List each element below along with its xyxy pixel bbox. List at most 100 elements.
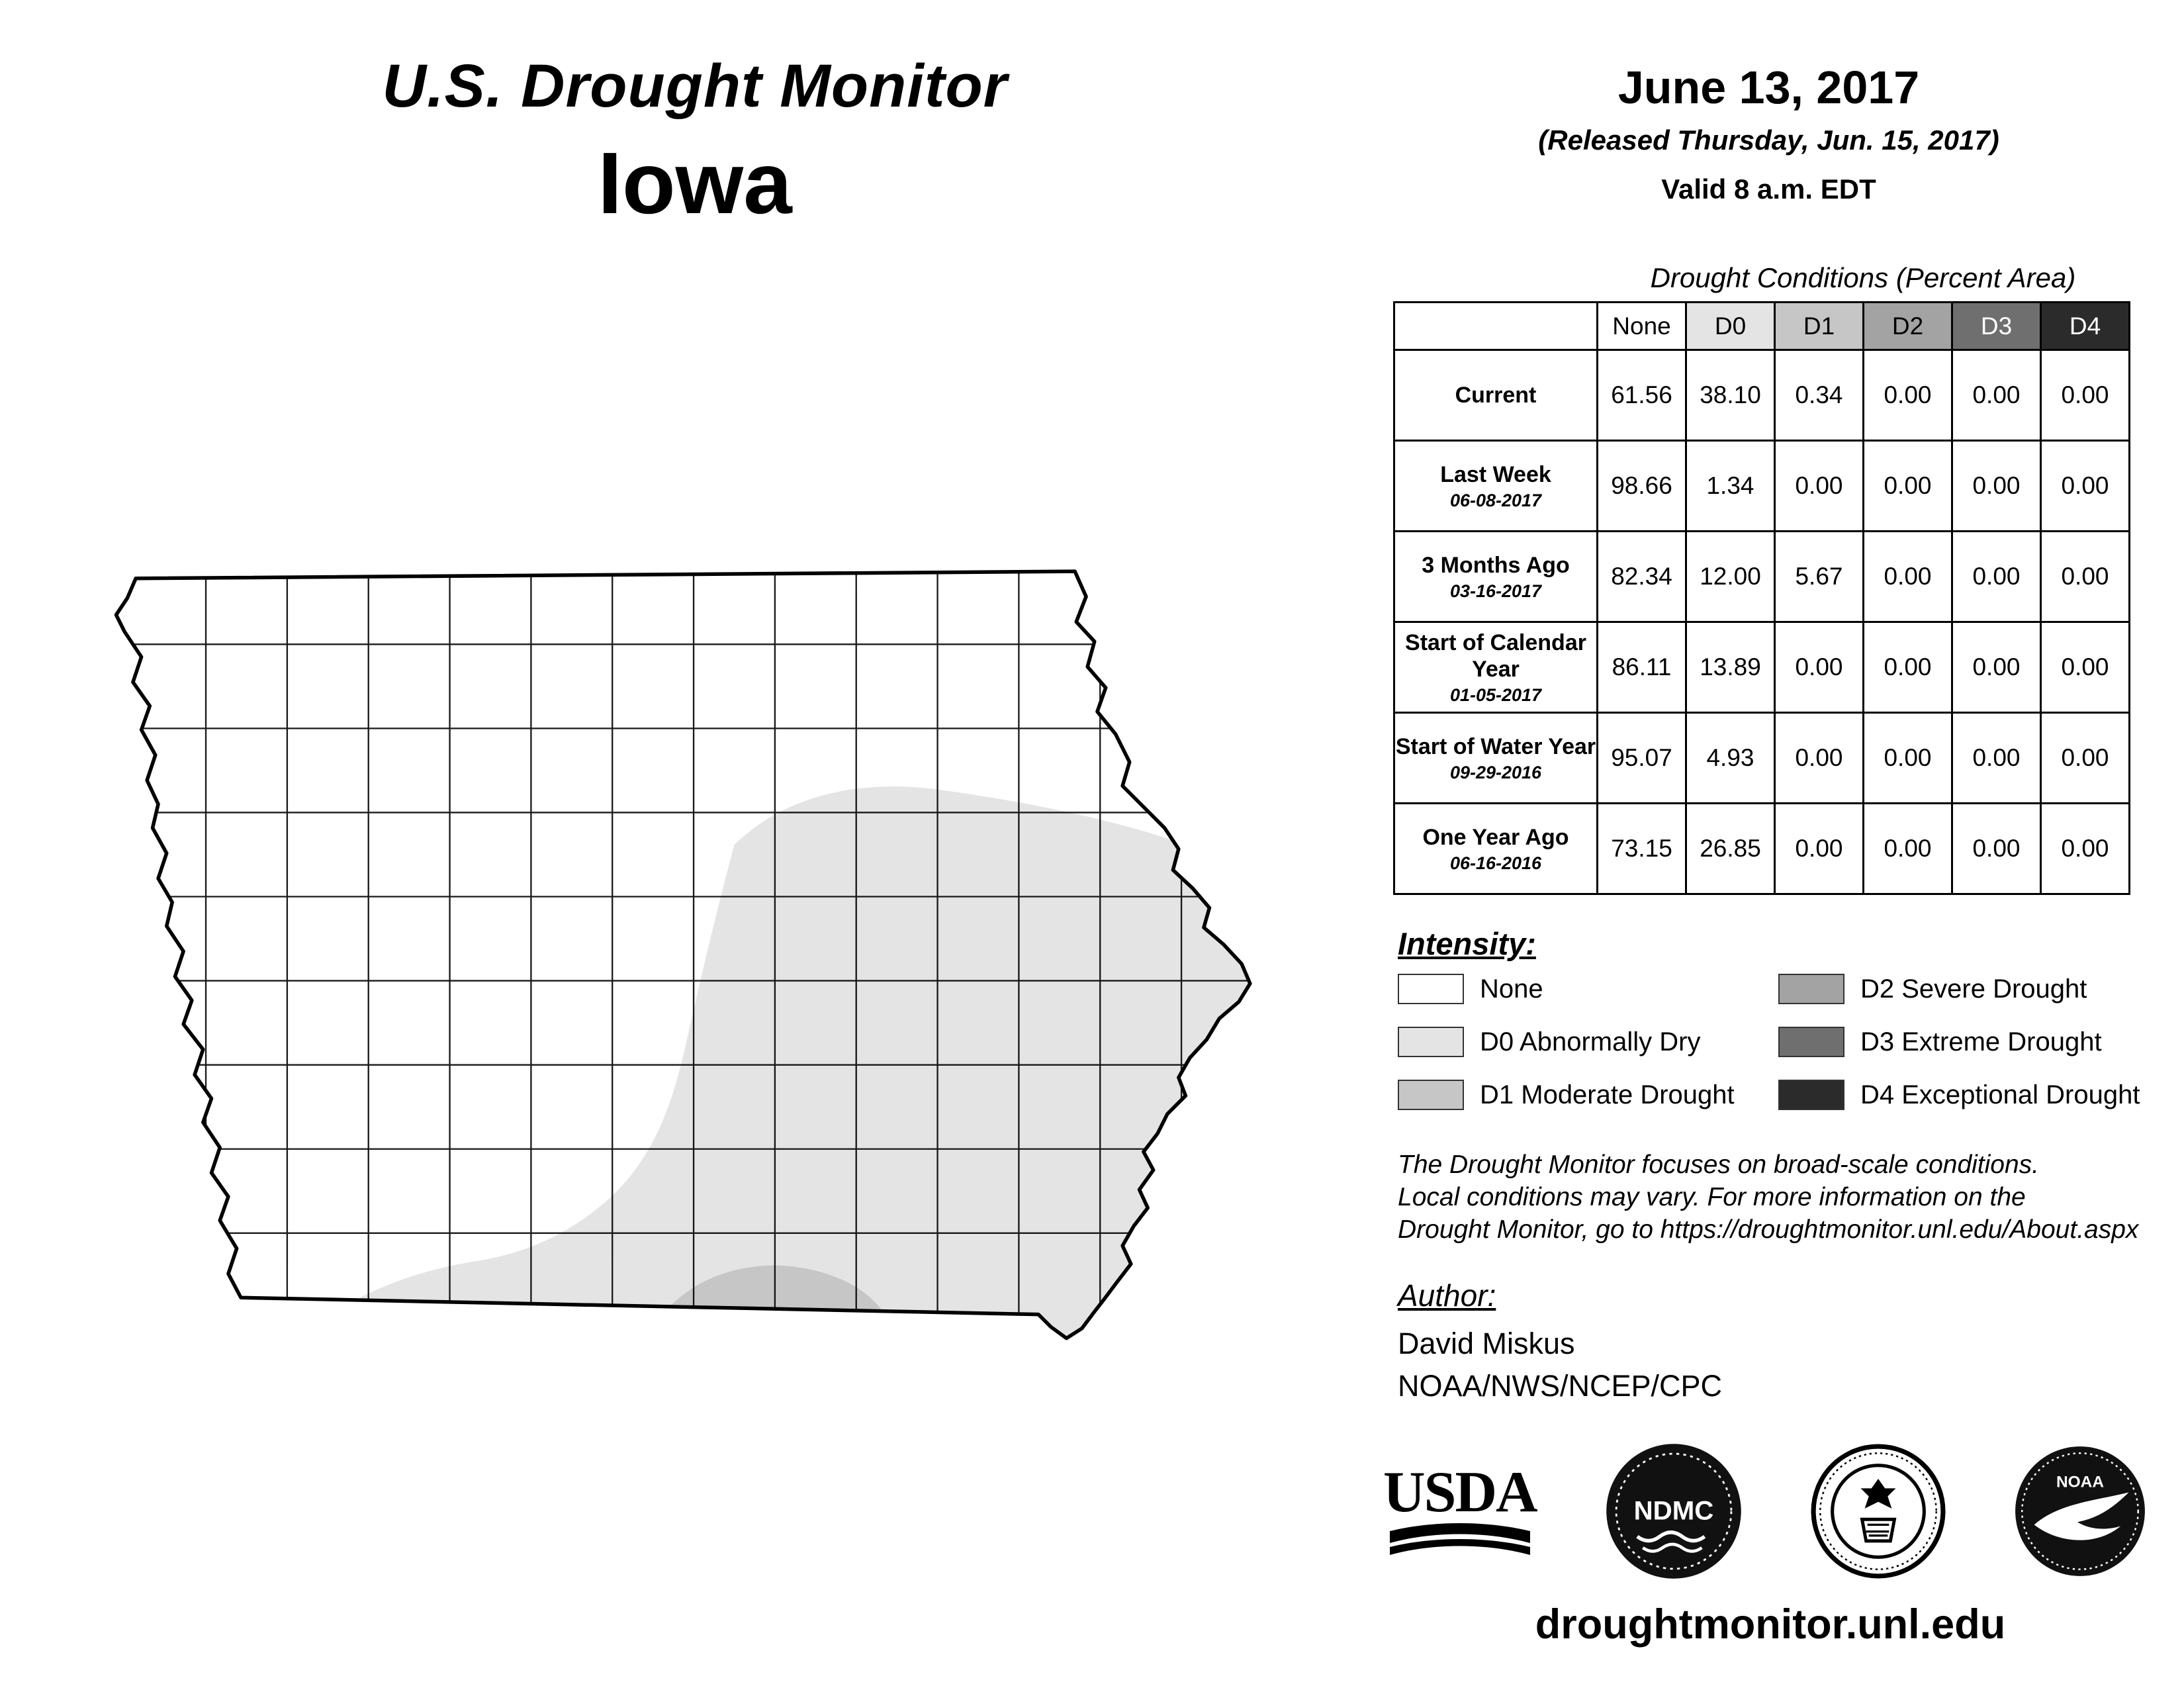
legend-item-d4: D4 Exceptional Drought (1778, 1079, 2152, 1111)
legend-item-d3: D3 Extreme Drought (1778, 1026, 2152, 1058)
drought-conditions-table: None D0 D1 D2 D3 D4 Current 61.56 38.10 … (1393, 301, 2130, 895)
legend-swatch-d4 (1778, 1080, 1844, 1110)
value-cell: 0.00 (1951, 440, 2042, 532)
author-name: David Miskus (1398, 1327, 1575, 1360)
intensity-heading: Intensity: (1398, 926, 1536, 961)
legend-item-d1: D1 Moderate Drought (1398, 1079, 1778, 1111)
value-cell: 73.15 (1596, 802, 1687, 895)
legend-swatch-d2 (1778, 974, 1844, 1004)
value-cell: 0.00 (2040, 440, 2130, 532)
date-block: June 13, 2017 (Released Thursday, Jun. 1… (1390, 61, 2148, 205)
valid-time: Valid 8 a.m. EDT (1661, 173, 1876, 205)
table-row: Last Week 06-08-2017 98.66 1.34 0.00 0.0… (1393, 440, 2130, 532)
row-label: Start of Calendar Year 01-05-2017 (1393, 621, 1598, 714)
legend-swatch-d3 (1778, 1027, 1844, 1057)
legend-column-right: D2 Severe Drought D3 Extreme Drought D4 … (1778, 973, 2152, 1111)
map-d1-region (661, 1265, 886, 1316)
value-cell: 0.00 (2040, 530, 2130, 623)
footer-url: droughtmonitor.unl.edu (1535, 1601, 2006, 1648)
row-label: Start of Water Year 09-29-2016 (1393, 712, 1598, 804)
legend-swatch-d0 (1398, 1027, 1464, 1057)
report-title: U.S. Drought Monitor (382, 52, 1008, 120)
table-header-row: None D0 D1 D2 D3 D4 (1393, 301, 2130, 351)
value-cell: 26.85 (1685, 802, 1776, 895)
value-cell: 0.00 (1951, 621, 2042, 714)
report-date: June 13, 2017 (1617, 62, 1920, 113)
legend-swatch-d1 (1398, 1080, 1464, 1110)
table-caption: Drought Conditions (Percent Area) (1650, 262, 2076, 293)
row-label: Last Week 06-08-2017 (1393, 440, 1598, 532)
value-cell: 5.67 (1774, 530, 1864, 623)
value-cell: 0.00 (1862, 621, 1953, 714)
table-row: Start of Water Year 09-29-2016 95.07 4.9… (1393, 712, 2130, 804)
legend-column-left: None D0 Abnormally Dry D1 Moderate Droug… (1398, 973, 1778, 1111)
legend-item-none: None (1398, 973, 1778, 1005)
row-label: Current (1393, 349, 1598, 442)
col-header-d2: D2 (1862, 301, 1953, 351)
legend-swatch-none (1398, 974, 1464, 1004)
ndmc-logo-text: NDMC (1633, 1496, 1713, 1526)
report-title-block: U.S. Drought Monitor Iowa (199, 52, 1191, 233)
value-cell: 0.00 (1774, 440, 1864, 532)
state-outline (114, 569, 1252, 1340)
value-cell: 0.00 (2040, 802, 2130, 895)
value-cell: 13.89 (1685, 621, 1776, 714)
iowa-map (114, 569, 1252, 1340)
commerce-eagle (1860, 1479, 1896, 1509)
noaa-gull (2034, 1492, 2129, 1540)
value-cell: 0.00 (2040, 712, 2130, 804)
value-cell: 0.00 (1862, 349, 1953, 442)
author-heading: Author: (1398, 1278, 1496, 1313)
table-row: 3 Months Ago 03-16-2017 82.34 12.00 5.67… (1393, 530, 2130, 623)
value-cell: 0.00 (1862, 530, 1953, 623)
value-cell: 38.10 (1685, 349, 1776, 442)
intensity-legend: None D0 Abnormally Dry D1 Moderate Droug… (1398, 973, 2152, 1111)
usda-logo-text: USDA (1383, 1460, 1538, 1524)
map-d0-region (310, 786, 1250, 1338)
value-cell: 0.00 (1862, 802, 1953, 895)
author-org: NOAA/NWS/NCEP/CPC (1398, 1369, 1723, 1403)
disclaimer-line-2: Local conditions may vary. For more info… (1398, 1183, 2026, 1211)
drought-table-wrap: None D0 D1 D2 D3 D4 Current 61.56 38.10 … (1393, 301, 2130, 895)
value-cell: 0.34 (1774, 349, 1864, 442)
value-cell: 0.00 (1774, 621, 1864, 714)
value-cell: 98.66 (1596, 440, 1687, 532)
value-cell: 0.00 (1951, 530, 2042, 623)
row-label: One Year Ago 06-16-2016 (1393, 802, 1598, 895)
value-cell: 4.93 (1685, 712, 1776, 804)
value-cell: 61.56 (1596, 349, 1687, 442)
value-cell: 0.00 (1951, 712, 2042, 804)
table-corner-cell (1393, 301, 1598, 351)
usda-logo: USDA (1383, 1460, 1538, 1558)
value-cell: 0.00 (1862, 440, 1953, 532)
value-cell: 0.00 (2040, 349, 2130, 442)
table-row: One Year Ago 06-16-2016 73.15 26.85 0.00… (1393, 802, 2130, 895)
usda-swoosh (1389, 1523, 1530, 1555)
value-cell: 0.00 (1951, 349, 2042, 442)
value-cell: 95.07 (1596, 712, 1687, 804)
value-cell: 12.00 (1685, 530, 1776, 623)
release-date: (Released Thursday, Jun. 15, 2017) (1538, 124, 1999, 156)
table-row: Current 61.56 38.10 0.34 0.00 0.00 0.00 (1393, 349, 2130, 442)
col-header-d3: D3 (1951, 301, 2042, 351)
county-grid-lines (116, 571, 1250, 1338)
state-name: Iowa (598, 134, 792, 232)
col-header-d1: D1 (1774, 301, 1864, 351)
row-label: 3 Months Ago 03-16-2017 (1393, 530, 1598, 623)
col-header-d0: D0 (1685, 301, 1776, 351)
disclaimer-text: The Drought Monitor focuses on broad-sca… (1398, 1149, 2165, 1246)
commerce-seal (1811, 1444, 1946, 1579)
value-cell: 82.34 (1596, 530, 1687, 623)
value-cell: 0.00 (1774, 712, 1864, 804)
disclaimer-line-3: Drought Monitor, go to https://droughtmo… (1398, 1215, 2139, 1244)
value-cell: 1.34 (1685, 440, 1776, 532)
noaa-logo-text: NOAA (2056, 1473, 2104, 1491)
col-header-none: None (1596, 301, 1687, 351)
ndmc-logo: NDMC (1604, 1441, 1744, 1581)
value-cell: 0.00 (1862, 712, 1953, 804)
col-header-d4: D4 (2040, 301, 2130, 351)
value-cell: 0.00 (2040, 621, 2130, 714)
logos-row: USDA NDMC (1383, 1435, 2148, 1587)
value-cell: 0.00 (1774, 802, 1864, 895)
